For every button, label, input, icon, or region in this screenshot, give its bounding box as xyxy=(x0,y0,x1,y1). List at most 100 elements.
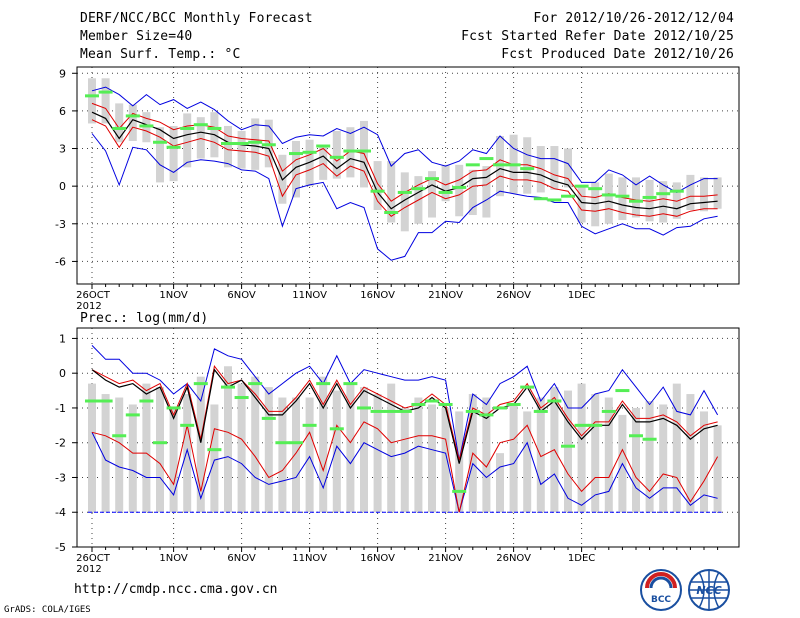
obs-marker xyxy=(533,197,548,201)
forecast-period: For 2012/10/26-2012/12/04 xyxy=(533,11,734,26)
grads-credit: GrADS: COLA/IGES xyxy=(4,605,91,615)
ensemble-bar xyxy=(128,404,137,513)
obs-marker xyxy=(261,416,276,420)
ensemble-bar xyxy=(482,397,491,513)
ensemble-bar xyxy=(210,404,219,513)
ensemble-bar xyxy=(686,394,695,513)
obs-marker xyxy=(329,155,344,159)
obs-marker xyxy=(343,382,358,386)
x-tick-label: 26OCT xyxy=(76,553,111,564)
obs-marker xyxy=(520,385,535,389)
obs-marker xyxy=(180,126,195,130)
ensemble-bar xyxy=(618,177,627,221)
bcc-logo: BCC xyxy=(640,569,682,611)
y-tick-label: 6 xyxy=(59,105,66,118)
ensemble-bar xyxy=(169,407,178,513)
obs-marker xyxy=(248,140,263,144)
obs-marker xyxy=(153,441,167,445)
ensemble-bar xyxy=(564,148,572,188)
obs-marker xyxy=(425,399,439,403)
x-tick-label: 6NOV xyxy=(227,290,256,301)
obs-marker xyxy=(139,124,154,128)
y-tick-label: -6 xyxy=(55,255,66,268)
obs-marker xyxy=(452,185,467,189)
ensemble-bar xyxy=(645,179,654,222)
obs-marker xyxy=(207,126,222,130)
bcc-logo-text: BCC xyxy=(651,595,671,605)
obs-marker xyxy=(193,123,208,127)
ensemble-bar xyxy=(604,397,613,513)
obs-marker xyxy=(397,190,412,194)
inner-upper-line xyxy=(91,365,718,461)
obs-marker xyxy=(520,167,535,171)
ensemble-bar xyxy=(700,411,708,513)
ensemble-bar xyxy=(196,117,205,159)
ensemble-bar xyxy=(591,394,600,513)
x-tick-label: 26NOV xyxy=(496,290,531,301)
outer-upper-line xyxy=(91,345,719,461)
obs-marker xyxy=(615,194,630,198)
obs-marker xyxy=(615,389,630,393)
outer-lower-line xyxy=(91,133,718,261)
obs-marker xyxy=(98,399,113,403)
obs-marker xyxy=(193,382,208,386)
forecast-started-date: Fcst Started Refer Date 2012/10/25 xyxy=(461,29,734,44)
obs-marker xyxy=(642,437,657,441)
obs-marker xyxy=(125,114,140,118)
ensemble-bar xyxy=(305,397,314,513)
obs-marker xyxy=(166,406,181,410)
ensemble-bar xyxy=(550,146,559,190)
obs-marker xyxy=(357,406,371,410)
obs-marker xyxy=(261,143,276,147)
ensemble-bar xyxy=(632,407,640,513)
ensemble-bar xyxy=(441,407,450,513)
y-tick-label: 1 xyxy=(59,332,66,345)
x-tick-label: 16NOV xyxy=(360,290,395,301)
ensemble-bar xyxy=(577,383,586,513)
ensemble-bar xyxy=(686,174,695,210)
obs-marker xyxy=(357,149,371,153)
ensemble-bar xyxy=(659,404,668,513)
ensemble-bar xyxy=(224,366,232,513)
source-url[interactable]: http://cmdp.ncc.cma.gov.cn xyxy=(74,582,278,597)
obs-marker xyxy=(547,198,562,202)
obs-marker xyxy=(329,427,344,431)
ensemble-bar xyxy=(523,411,532,513)
obs-marker xyxy=(465,409,480,413)
ensemble-bar xyxy=(183,113,192,168)
obs-marker xyxy=(370,409,385,413)
obs-marker xyxy=(153,140,167,144)
obs-marker xyxy=(547,399,562,403)
ensemble-bar xyxy=(659,181,668,223)
x-tick-label: 1NOV xyxy=(159,553,188,564)
y-tick-label: 9 xyxy=(59,67,66,80)
obs-marker xyxy=(343,149,358,153)
y-tick-label: -1 xyxy=(55,402,66,415)
ensemble-bar xyxy=(319,144,328,180)
plot-frame xyxy=(76,327,740,548)
ensemble-bar xyxy=(128,104,137,142)
obs-marker xyxy=(601,193,616,197)
figure-title: DERF/NCC/BCC Monthly Forecast xyxy=(80,11,313,26)
obs-marker xyxy=(289,441,303,445)
inner-lower-line xyxy=(91,119,718,217)
x-tick-label: 2012 xyxy=(76,564,101,575)
obs-marker xyxy=(234,142,249,146)
ensemble-bar xyxy=(672,383,681,513)
x-tick-label: 1NOV xyxy=(159,290,188,301)
y-tick-label: 0 xyxy=(59,180,66,193)
y-tick-label: 3 xyxy=(59,143,66,156)
ensemble-bar xyxy=(400,172,409,232)
forecast-produced-date: Fcst Produced Date 2012/10/26 xyxy=(501,47,734,62)
obs-marker xyxy=(574,423,589,427)
ensemble-bar xyxy=(632,177,640,218)
obs-marker xyxy=(438,402,453,406)
x-tick-label: 26NOV xyxy=(496,553,531,564)
x-tick-label: 1DEC xyxy=(568,553,595,564)
ensemble-bar xyxy=(536,146,545,193)
obs-marker xyxy=(139,399,154,403)
ensemble-bar xyxy=(373,394,382,513)
obs-marker xyxy=(302,150,317,154)
obs-marker xyxy=(221,385,235,389)
